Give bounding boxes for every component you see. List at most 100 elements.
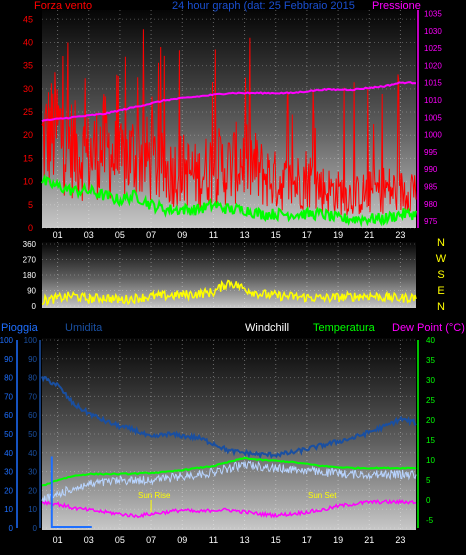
pressure-y-tick: 975 [424,217,438,226]
humidity-y-tick: 90 [28,355,37,364]
pressure-y-tick: 985 [424,182,438,191]
humidity-y-tick: 0 [33,524,38,533]
temperature-y-tick: 35 [426,356,435,365]
rain-y-tick: 60 [4,411,13,420]
temperature-y-tick: 0 [426,496,431,505]
pressure-y-tick: 1020 [424,61,442,70]
wind-y-tick: 25 [23,107,33,117]
pressure-y-tick: 990 [424,165,438,174]
compass-label: W [436,253,447,265]
temp-x-tick: 11 [209,535,218,545]
temperature-y-tick: 5 [426,476,431,485]
rain-y-tick: 40 [4,449,13,458]
sunrise-annotation: Sun Rise [138,491,171,500]
rain-y-tick: 70 [4,392,13,401]
pressure-y-tick: 1035 [424,9,442,18]
rain-y-tick: 100 [0,336,14,345]
direction-series-line [41,279,417,307]
temp-plot-area [42,338,416,530]
compass-label: E [437,285,444,297]
pressure-y-tick: 1030 [424,27,442,36]
temp-x-tick: 05 [115,535,125,545]
pressure-y-tick: 1015 [424,79,442,88]
dewpoint-label: Dew Point (°C) [392,322,465,334]
temperature-y-tick: -5 [426,516,434,525]
pressure-y-tick: 995 [424,148,438,157]
humidity-y-tick: 100 [24,336,38,345]
compass-label: N [437,237,445,249]
wind-series-line [41,29,417,216]
temp-x-tick: 01 [53,535,63,545]
wind-y-tick: 15 [23,153,33,163]
windchill-series-line [41,460,417,505]
wind-y-tick: 10 [23,177,33,187]
humidity-y-tick: 50 [28,430,37,439]
rain-y-tick: 0 [9,524,14,533]
rain-y-tick: 80 [4,374,13,383]
wind-y-tick: 20 [23,130,33,140]
rain-y-tick: 90 [4,355,13,364]
humidity-y-tick: 40 [28,449,37,458]
wind-average-line [41,173,417,228]
compass-label: N [437,301,445,313]
temp-x-tick: 09 [177,535,187,545]
pressure-y-tick: 1010 [424,96,442,105]
temp-x-tick: 15 [271,535,281,545]
wind-x-tick: 11 [209,230,218,240]
wind-y-tick: 5 [28,200,33,210]
pressure-y-tick: 1005 [424,113,442,122]
pressure-y-tick: 1000 [424,131,442,140]
humidity-series-line [41,376,417,460]
humidity-y-tick: 10 [28,505,37,514]
temp-x-tick: 07 [146,535,156,545]
wind-x-tick: 17 [302,230,312,240]
windchill-label: Windchill [245,322,289,334]
humidity-y-tick: 20 [28,486,37,495]
wind-y-tick: 35 [23,61,33,71]
compass-label: S [437,269,444,281]
direction-y-tick: 360 [23,240,37,249]
humidity-y-tick: 60 [28,411,37,420]
wind-x-tick: 21 [364,230,374,240]
temperature-y-tick: 30 [426,376,435,385]
pressure-y-tick: 1025 [424,44,442,53]
pressure-series-line [41,81,417,123]
wind-x-tick: 15 [271,230,281,240]
temperature-y-tick: 40 [426,336,435,345]
temp-x-tick: 23 [395,535,405,545]
wind-x-tick: 13 [240,230,250,240]
humidity-y-tick: 30 [28,468,37,477]
humidity-y-tick: 70 [28,392,37,401]
temp-x-tick: 21 [364,535,374,545]
direction-y-tick: 270 [23,256,37,265]
wind-x-tick: 19 [333,230,343,240]
wind-y-tick: 40 [23,37,33,47]
wind-x-tick: 05 [115,230,125,240]
humidity-y-tick: 80 [28,374,37,383]
temperature-series-line [41,456,417,487]
rain-y-tick: 50 [4,430,13,439]
pressure-label: Pressione [372,0,421,12]
temperature-y-tick: 15 [426,436,435,445]
temp-x-tick: 13 [240,535,250,545]
dewpoint-series-line [41,498,417,519]
wind-x-tick: 01 [53,230,63,240]
temperature-label: Temperatura [313,322,376,334]
humidity-label: Umidita [65,322,103,334]
sunset-annotation: Sun Set [308,491,337,500]
wind-x-tick: 23 [395,230,405,240]
rain-y-tick: 30 [4,468,13,477]
wind-x-tick: 07 [146,230,156,240]
direction-y-tick: 90 [27,287,36,296]
wind-y-tick: 45 [23,14,33,24]
rain-y-tick: 10 [4,505,13,514]
temperature-y-tick: 25 [426,396,435,405]
wind-y-tick: 30 [23,84,33,94]
temperature-y-tick: 10 [426,456,435,465]
rain-label: Pioggia [1,322,39,334]
direction-y-tick: 180 [23,271,37,280]
temp-x-tick: 03 [84,535,94,545]
pressure-y-tick: 980 [424,200,438,209]
temp-x-tick: 17 [302,535,312,545]
direction-y-tick: 0 [32,302,37,311]
